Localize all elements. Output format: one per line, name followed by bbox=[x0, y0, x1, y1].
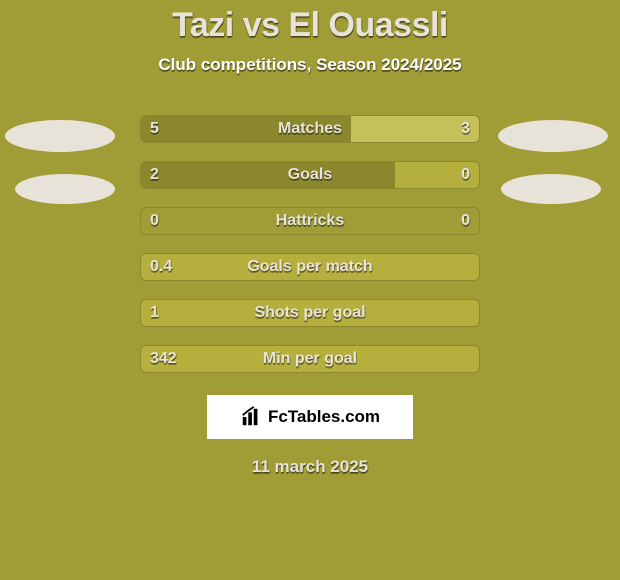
subtitle: Club competitions, Season 2024/2025 bbox=[0, 55, 620, 75]
stat-label: Shots per goal bbox=[0, 299, 620, 327]
stat-row: 0.4Goals per match bbox=[0, 253, 620, 281]
stat-row: 1Shots per goal bbox=[0, 299, 620, 327]
stat-row: 00Hattricks bbox=[0, 207, 620, 235]
player1-name: Tazi bbox=[172, 6, 234, 44]
brand-text: FcTables.com bbox=[268, 407, 380, 427]
vs-text: vs bbox=[243, 6, 280, 44]
page-title: Tazi vs El Ouassli bbox=[0, 0, 620, 45]
stat-label: Hattricks bbox=[0, 207, 620, 235]
stat-row: 53Matches bbox=[0, 115, 620, 143]
date-text: 11 march 2025 bbox=[0, 457, 620, 477]
stat-row: 342Min per goal bbox=[0, 345, 620, 373]
stats-container: 53Matches 20Goals 00Hattricks 0.4Goals per … bbox=[0, 115, 620, 373]
stat-label: Min per goal bbox=[0, 345, 620, 373]
brand-badge: FcTables.com bbox=[207, 395, 413, 439]
brand-bars-icon bbox=[240, 406, 262, 428]
stat-label: Matches bbox=[0, 115, 620, 143]
stat-label: Goals bbox=[0, 161, 620, 189]
stat-label: Goals per match bbox=[0, 253, 620, 281]
comparison-card: Tazi vs El Ouassli Club competitions, Se… bbox=[0, 0, 620, 580]
player2-name: El Ouassli bbox=[288, 6, 447, 44]
stat-row: 20Goals bbox=[0, 161, 620, 189]
